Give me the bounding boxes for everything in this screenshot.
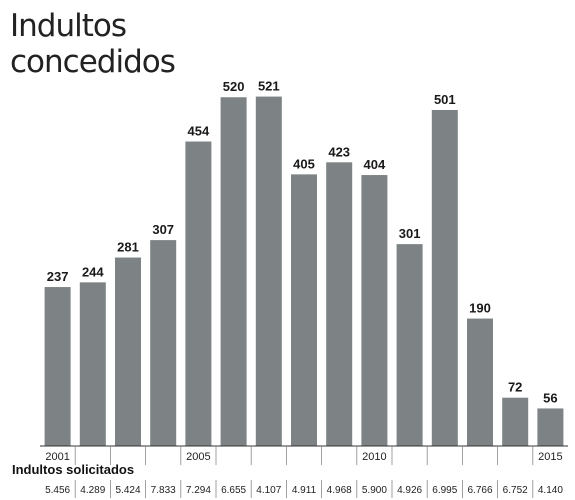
bar-2013 xyxy=(467,318,493,446)
value-label-2008: 405 xyxy=(293,156,315,171)
value-label-2005: 454 xyxy=(188,124,210,139)
solicitados-value-2009: 4.968 xyxy=(327,485,352,496)
solicitados-value-2012: 6.995 xyxy=(432,485,457,496)
value-label-2009: 423 xyxy=(328,144,350,159)
bar-2011 xyxy=(396,244,423,446)
value-label-2012: 501 xyxy=(434,92,456,107)
x-tick-label-2001: 2001 xyxy=(45,451,69,463)
solicitados-value-2004: 7.833 xyxy=(151,485,176,496)
solicitados-value-2010: 5.900 xyxy=(362,485,387,496)
solicitados-value-2011: 4.926 xyxy=(397,485,422,496)
x-tick-label-2005: 2005 xyxy=(186,451,210,463)
value-label-2003: 281 xyxy=(117,240,139,255)
solicitados-value-2006: 6.655 xyxy=(221,485,246,496)
value-label-2002: 244 xyxy=(82,264,104,279)
bar-2001 xyxy=(44,287,71,446)
value-label-2007: 521 xyxy=(258,79,280,94)
solicitados-value-2005: 7.294 xyxy=(186,485,211,496)
bar-2008 xyxy=(291,174,317,446)
solicitados-value-2013: 6.766 xyxy=(467,485,492,496)
value-label-2010: 404 xyxy=(364,157,386,172)
bar-2003 xyxy=(115,257,141,446)
x-tick-label-2015: 2015 xyxy=(538,451,562,463)
bar-2015 xyxy=(537,408,564,446)
bar-2010 xyxy=(361,175,388,446)
solicitados-value-2001: 5.456 xyxy=(45,485,70,496)
bar-2012 xyxy=(431,109,458,446)
value-label-2014: 72 xyxy=(508,380,522,395)
value-label-2006: 520 xyxy=(223,79,245,94)
value-label-2004: 307 xyxy=(152,222,174,237)
x-tick-label-2010: 2010 xyxy=(362,451,386,463)
solicitados-value-2007: 4.107 xyxy=(256,485,281,496)
value-label-2013: 190 xyxy=(469,301,491,316)
solicitados-value-2003: 5.424 xyxy=(115,485,140,496)
solicitados-value-2002: 4.289 xyxy=(80,485,105,496)
bar-2005 xyxy=(185,141,212,446)
bar-2014 xyxy=(502,397,529,446)
bar-2009 xyxy=(326,162,353,446)
solicitados-value-2008: 4.911 xyxy=(292,485,317,496)
solicitados-value-2015: 4.140 xyxy=(538,485,563,496)
bar-2007 xyxy=(255,96,282,447)
value-label-2001: 237 xyxy=(47,269,69,284)
value-label-2011: 301 xyxy=(399,226,421,241)
value-label-2015: 56 xyxy=(543,390,557,405)
solicitados-row-label: Indultos solicitados xyxy=(12,462,135,477)
solicitados-value-2014: 6.752 xyxy=(503,485,528,496)
bar-2004 xyxy=(150,240,177,446)
chart-title: Indultos concedidos xyxy=(10,8,176,80)
bar-2002 xyxy=(79,282,106,446)
bar-2006 xyxy=(220,97,247,446)
